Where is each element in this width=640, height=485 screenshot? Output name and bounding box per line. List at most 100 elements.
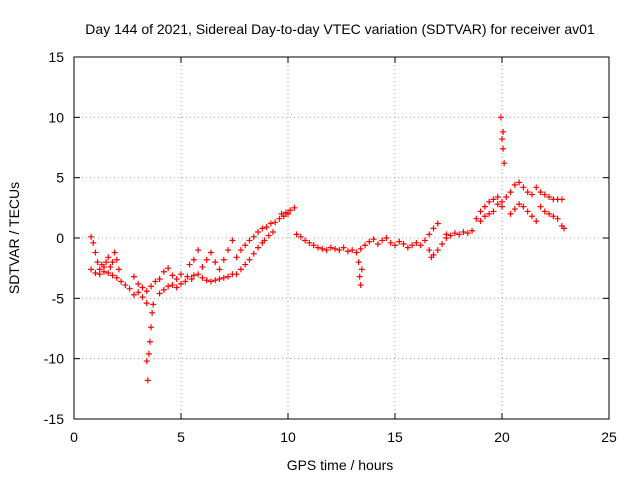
data-point [507, 210, 514, 217]
data-point [242, 261, 249, 268]
y-tick-label: 0 [56, 230, 64, 246]
data-point [146, 338, 153, 345]
data-point [195, 247, 202, 254]
data-point [225, 273, 232, 280]
data-point [426, 247, 433, 254]
data-point [400, 241, 407, 248]
data-point [195, 271, 202, 278]
data-point [261, 237, 268, 244]
data-point [533, 218, 540, 225]
data-point [111, 249, 118, 256]
y-tick-label: -15 [44, 411, 64, 427]
data-point [469, 227, 476, 234]
data-point [90, 239, 97, 246]
data-point [499, 203, 505, 210]
y-tick-label: -10 [44, 351, 64, 367]
data-point [387, 239, 394, 246]
data-point [356, 273, 363, 280]
data-point [145, 350, 152, 357]
data-point [107, 263, 114, 270]
data-point [199, 274, 206, 281]
data-point [383, 235, 390, 241]
data-point [233, 254, 240, 261]
data-point [306, 239, 313, 246]
data-point [216, 266, 223, 273]
data-point [190, 256, 197, 263]
data-point [490, 196, 497, 203]
data-point [561, 225, 568, 232]
data-point [293, 231, 300, 238]
data-point [520, 203, 527, 210]
data-point [246, 237, 253, 244]
data-point [319, 245, 326, 252]
data-point [203, 256, 210, 263]
data-point [511, 206, 518, 213]
data-point [94, 259, 101, 266]
data-point [165, 265, 172, 272]
data-point [546, 210, 553, 217]
data-point [250, 250, 257, 257]
y-tick-label: 15 [48, 49, 64, 65]
data-point [178, 280, 184, 287]
data-point [188, 276, 195, 283]
data-point [528, 213, 535, 220]
data-point [143, 300, 150, 307]
data-point [434, 220, 441, 227]
data-point [499, 136, 505, 143]
data-point [537, 189, 544, 196]
data-point [404, 244, 411, 251]
data-point [409, 242, 416, 249]
data-point [486, 198, 493, 205]
data-point [118, 278, 125, 285]
data-point [255, 244, 262, 251]
data-point [156, 276, 163, 283]
data-point [503, 193, 510, 200]
data-point [126, 285, 133, 292]
data-point [516, 201, 523, 208]
data-point [152, 278, 159, 285]
data-point [297, 233, 304, 240]
data-point [130, 291, 137, 298]
data-point [259, 225, 266, 232]
data-point [139, 284, 146, 291]
data-point [336, 247, 343, 254]
data-point [190, 272, 197, 279]
x-tick-label: 10 [280, 429, 296, 445]
data-point [421, 237, 428, 244]
data-point [302, 237, 309, 244]
data-point [413, 239, 420, 246]
data-point [533, 184, 540, 191]
data-point [558, 196, 565, 203]
data-point [291, 204, 298, 211]
data-point [477, 218, 484, 225]
data-point [285, 210, 291, 217]
data-point [250, 233, 257, 240]
data-point [310, 242, 317, 249]
data-point [173, 276, 180, 283]
data-point [430, 225, 437, 232]
data-point [130, 273, 137, 280]
data-points [88, 114, 568, 384]
data-point [340, 244, 347, 251]
data-point [246, 256, 253, 263]
data-point [96, 271, 103, 278]
data-point [287, 207, 294, 214]
data-point [143, 288, 150, 295]
data-point [122, 282, 129, 289]
data-point [355, 259, 362, 266]
data-point [182, 278, 189, 285]
y-tick-label: 5 [56, 170, 64, 186]
data-point [173, 284, 180, 291]
data-point [439, 241, 446, 248]
data-point [148, 324, 155, 331]
y-tick-label: -5 [52, 290, 65, 306]
data-point [109, 272, 116, 279]
data-point [456, 231, 463, 238]
data-point [327, 244, 334, 251]
data-point [225, 247, 232, 254]
data-point [528, 191, 535, 198]
data-point [537, 203, 544, 210]
data-point [229, 237, 236, 244]
data-point [417, 242, 424, 249]
data-point [426, 231, 433, 238]
